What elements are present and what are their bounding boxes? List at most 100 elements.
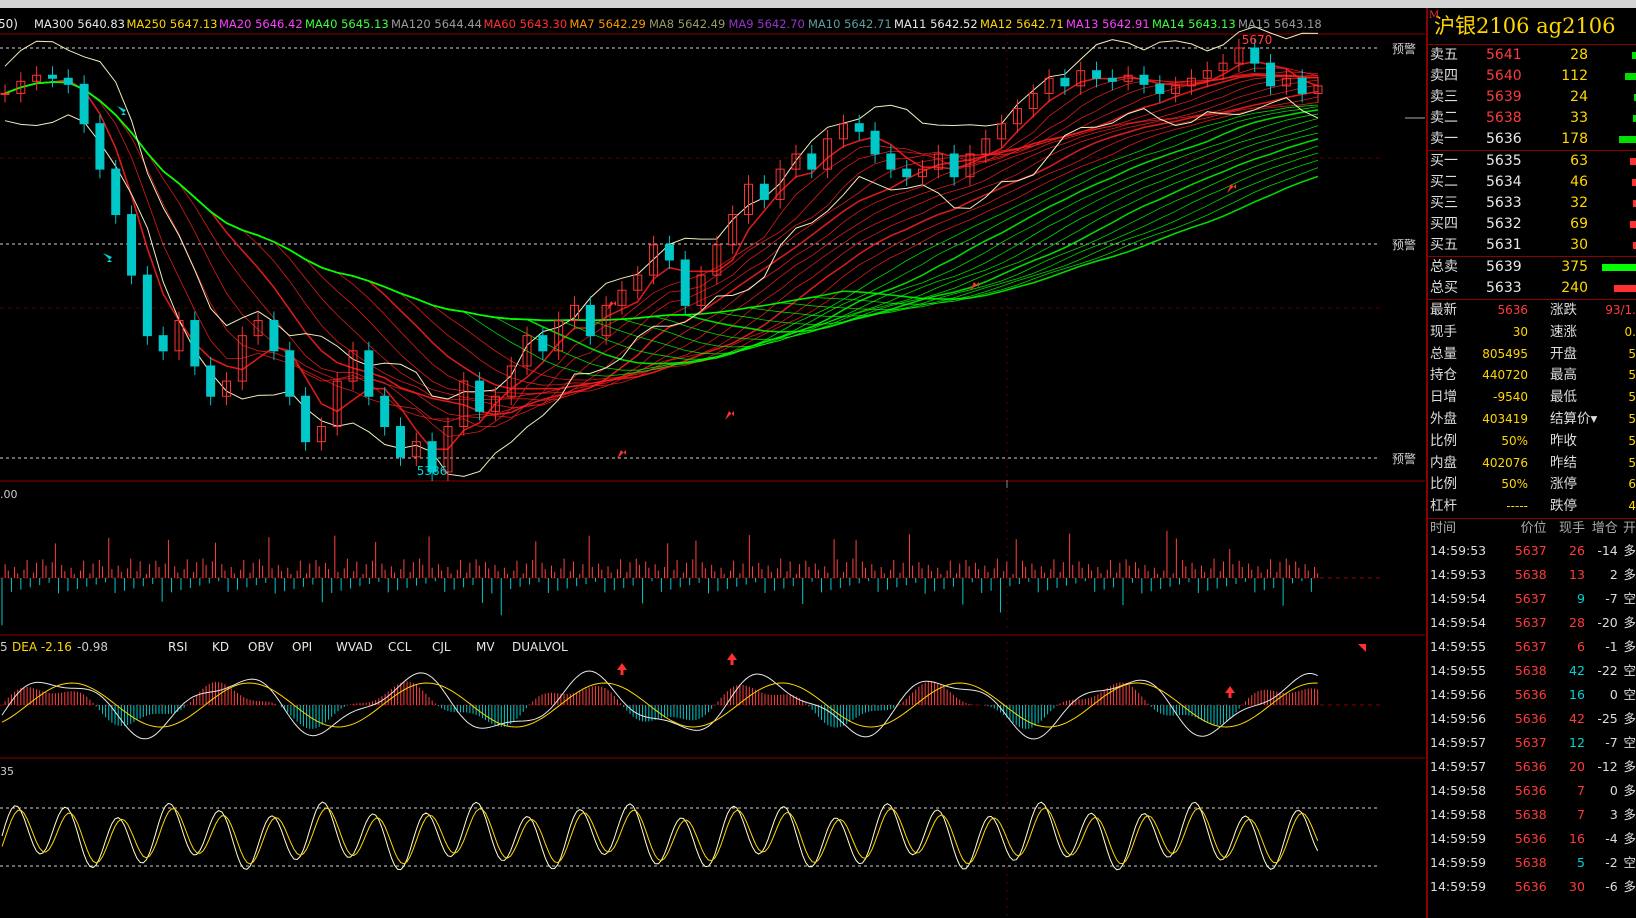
bid-level-depth-bar: [1633, 242, 1636, 249]
tick-row[interactable]: 14:59:57 5636 20 -12 多: [1428, 755, 1636, 779]
tick-row[interactable]: 14:59:53 5637 26 -14 多: [1428, 539, 1636, 563]
candle-body: [1139, 74, 1149, 85]
ma-line: [4, 81, 1319, 371]
tick-volume: 9: [1577, 590, 1585, 606]
stat-value-2: 4: [1628, 499, 1636, 514]
ask-level-row[interactable]: 卖二 5638 33: [1428, 108, 1636, 129]
tick-volume: 30: [1569, 878, 1585, 894]
ask-level-depth-bar-track: [1588, 66, 1636, 87]
tick-row[interactable]: 14:59:56 5636 42 -25 多: [1428, 707, 1636, 731]
tick-volume: 5: [1577, 854, 1585, 870]
total-depth-bar-track: [1588, 257, 1636, 278]
bid-level-depth-bar-track: [1588, 235, 1636, 256]
tick-row[interactable]: 14:59:55 5638 42 -22 空: [1428, 659, 1636, 683]
tick-time: 14:59:57: [1430, 734, 1487, 750]
ask-level-row[interactable]: 卖一 5636 178: [1428, 129, 1636, 150]
candle-body: [680, 259, 690, 306]
indicator-tab-kd[interactable]: KD: [212, 640, 229, 654]
total-price: 5639: [1486, 259, 1522, 275]
tick-row[interactable]: 14:59:57 5637 12 -7 空: [1428, 731, 1636, 755]
tick-row[interactable]: 14:59:58 5638 7 3 多: [1428, 803, 1636, 827]
tick-row[interactable]: 14:59:58 5636 7 0 多: [1428, 779, 1636, 803]
bid-level-depth-bar: [1633, 200, 1636, 207]
warn-line-bottom-label: 预警: [1392, 451, 1416, 466]
candle-body: [79, 83, 89, 125]
tick-volume: 20: [1569, 758, 1585, 774]
bid-level-row[interactable]: 买二 5634 46: [1428, 172, 1636, 193]
candle-body: [190, 320, 200, 367]
indicator-tab-obv[interactable]: OBV: [248, 640, 274, 654]
tick-row[interactable]: 14:59:59 5636 30 -6 多: [1428, 875, 1636, 899]
osc-slow-line: [1, 807, 1319, 865]
tick-time: 14:59:58: [1430, 806, 1487, 822]
indicator-tab-opi[interactable]: OPI: [292, 640, 312, 654]
indicator-tab-mv[interactable]: MV: [476, 640, 495, 654]
tick-list[interactable]: 14:59:53 5637 26 -14 多 14:59:53 5638 13 2 多 14:59:…: [1428, 539, 1636, 899]
candle-body: [475, 380, 485, 412]
ask-level-row[interactable]: 卖五 5641 28: [1428, 45, 1636, 66]
ma-legend-item: MA120 5644.44: [391, 17, 482, 31]
candle-body: [32, 74, 42, 82]
candle-body: [237, 335, 247, 382]
candle-body: [1060, 77, 1070, 87]
candle-body: [1107, 77, 1117, 82]
symbol-name: 沪银2106 ag2106: [1434, 14, 1616, 38]
bid-level-row[interactable]: 买一 5635 63: [1428, 151, 1636, 172]
tick-type: 多: [1623, 758, 1636, 774]
indicator-tab-dualvol[interactable]: DUALVOL: [512, 640, 568, 654]
ticks-header: 时间 价位 现手 增仓 开: [1428, 517, 1636, 539]
total-row[interactable]: 总卖 5639 375: [1428, 257, 1636, 278]
bid-level-row[interactable]: 买五 5631 30: [1428, 235, 1636, 256]
tick-row[interactable]: 14:59:53 5638 13 2 多: [1428, 563, 1636, 587]
ask-level-label: 卖四: [1430, 68, 1458, 84]
tick-price: 5637: [1514, 734, 1547, 750]
ma-legend-item: MA11 5642.52: [894, 17, 978, 31]
ask-level-row[interactable]: 卖三 5639 24: [1428, 87, 1636, 108]
tick-row[interactable]: 14:59:56 5636 16 0 空: [1428, 683, 1636, 707]
tick-time: 14:59:56: [1430, 710, 1487, 726]
tick-row[interactable]: 14:59:55 5637 6 -1 多: [1428, 635, 1636, 659]
tick-row[interactable]: 14:59:59 5638 5 -2 空: [1428, 851, 1636, 875]
indicator-tab-wvad[interactable]: WVAD: [336, 640, 373, 654]
stat-label: 总量: [1430, 345, 1457, 362]
chart-panel[interactable]: 预警 预警 预警 5670 5386 50) MA300 5640.83 MA250 5647…: [0, 8, 1425, 918]
bid-level-row[interactable]: 买四 5632 69: [1428, 214, 1636, 235]
indicator-tab-rsi[interactable]: RSI: [168, 640, 188, 654]
macd-buy-arrow-stem: [730, 660, 734, 665]
candle-body: [633, 274, 643, 291]
tick-price: 5636: [1514, 710, 1547, 726]
candle-body: [791, 153, 801, 170]
dif-line: [1, 670, 1318, 740]
candle-body: [1297, 77, 1307, 94]
ask-level-depth-bar-track: [1588, 87, 1636, 108]
tick-row[interactable]: 14:59:59 5636 16 -4 多: [1428, 827, 1636, 851]
total-label: 总卖: [1430, 259, 1458, 275]
tick-row[interactable]: 14:59:54 5637 28 -20 多: [1428, 611, 1636, 635]
tick-row[interactable]: 14:59:54 5637 9 -7 空: [1428, 587, 1636, 611]
tick-time: 14:59:55: [1430, 638, 1487, 654]
candle-body: [0, 92, 10, 95]
symbol-title[interactable]: M 沪银2106 ag2106: [1428, 8, 1636, 45]
candle-body: [696, 274, 706, 306]
tick-time: 14:59:59: [1430, 878, 1487, 894]
stat-label: 外盘: [1430, 410, 1457, 427]
candle-body: [395, 426, 405, 458]
stat-label-2: 最高: [1550, 367, 1577, 384]
stat-label-2[interactable]: 结算价▾: [1550, 410, 1598, 427]
tick-volume: 28: [1569, 614, 1585, 630]
total-row[interactable]: 总买 5633 240: [1428, 278, 1636, 299]
indicator-tab-ccl[interactable]: CCL: [388, 640, 412, 654]
ma-legend-item: MA15 5643.18: [1238, 17, 1322, 31]
bid-level-row[interactable]: 买三 5633 32: [1428, 193, 1636, 214]
stat-label-2: 速涨: [1550, 323, 1577, 340]
indicator-tab-cjl[interactable]: CJL: [432, 640, 451, 654]
candle-body: [522, 335, 532, 367]
tick-oi-change: 0: [1609, 686, 1618, 702]
bid-level-label: 买二: [1430, 174, 1458, 190]
tick-oi-change: -4: [1605, 830, 1618, 846]
ask-level-row[interactable]: 卖四 5640 112: [1428, 66, 1636, 87]
bid-level-depth-bar: [1630, 158, 1636, 165]
candle-body: [918, 168, 928, 178]
dea-line: [1, 682, 1318, 728]
